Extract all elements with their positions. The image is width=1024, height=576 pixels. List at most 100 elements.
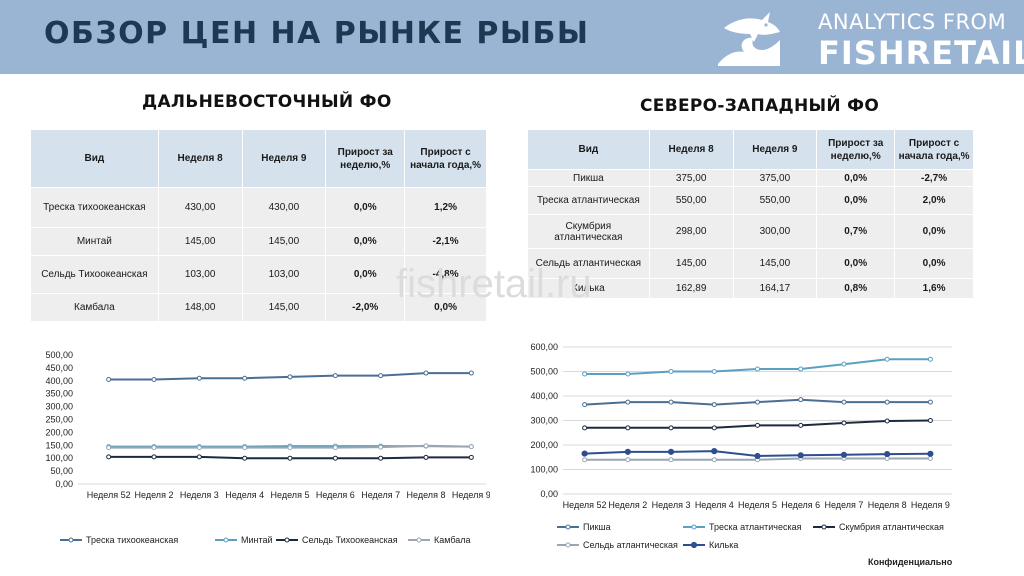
table-header-cell: Прирост за неделю,% (325, 129, 406, 188)
data-point (624, 448, 631, 455)
legend-item: Скумбрия атлантическая (813, 522, 944, 532)
legend-label: Минтай (241, 535, 273, 545)
table-cell: 550,00 (648, 186, 734, 215)
data-point (927, 450, 934, 457)
table-cell: 0,0% (325, 227, 406, 256)
legend-marker (565, 542, 571, 548)
table-cell: 300,00 (732, 214, 818, 249)
line-chart-far-east: 0,00 50,00 100,00 150,00 200,00 250,00 300,00 3… (45, 350, 490, 545)
data-point (927, 356, 933, 362)
x-tick-label: Неделя 3 (180, 490, 219, 500)
y-tick-label: 100,00 (45, 453, 73, 463)
price-table-north-west: Вид Неделя 8 Неделя 9 Прирост за неделю,… (527, 129, 974, 299)
table-header-cell: Прирост с начала года,% (894, 129, 974, 170)
table-cell: 145,00 (157, 227, 243, 256)
table-row: Треска тихоокеанская 430,00 430,00 0,0% … (30, 187, 487, 228)
table-cell: 162,89 (648, 278, 734, 299)
table-cell: 0,8% (816, 278, 896, 299)
y-tick-label: 400,00 (530, 391, 558, 401)
data-point (711, 402, 717, 408)
legend-label: Треска тихоокеанская (86, 535, 178, 545)
y-tick-label: 250,00 (45, 415, 73, 425)
table-cell: 145,00 (241, 227, 327, 256)
data-point (196, 454, 202, 460)
fish-wave-icon (718, 12, 780, 66)
table-cell: 145,00 (241, 293, 327, 322)
table-row: Минтай 145,00 145,00 0,0% -2,1% (30, 227, 487, 256)
table-cell: Скумбрия атлантическая (527, 214, 650, 249)
data-point (841, 399, 847, 405)
legend-marker (565, 524, 571, 530)
y-tick-label: 200,00 (530, 440, 558, 450)
y-tick-label: 400,00 (45, 376, 73, 386)
table-cell: -2,0% (325, 293, 406, 322)
data-point (106, 445, 112, 451)
legend-marker (68, 537, 74, 543)
table-cell: 103,00 (241, 255, 327, 294)
data-point (667, 448, 675, 455)
data-point (582, 457, 588, 463)
data-point (468, 444, 474, 450)
legend-marker (284, 537, 290, 543)
data-point (840, 451, 848, 458)
table-cell: 148,00 (157, 293, 243, 322)
legend-label: Килька (709, 540, 738, 550)
table-cell: -2,1% (404, 227, 487, 256)
data-point (927, 399, 933, 405)
data-point (287, 445, 293, 451)
legend-label: Сельдь Тихоокеанская (302, 535, 398, 545)
y-tick-label: 200,00 (45, 427, 73, 437)
data-point (841, 420, 847, 426)
table-cell: -2,7% (894, 169, 974, 187)
table-cell: Камбала (30, 293, 159, 322)
x-tick-label: Неделя 3 (652, 500, 691, 510)
y-tick-label: 150,00 (45, 440, 73, 450)
table-cell: 0,0% (894, 248, 974, 279)
table-cell: 430,00 (157, 187, 243, 228)
x-tick-label: Неделя 52 (87, 490, 131, 500)
table-header-row: Вид Неделя 8 Неделя 9 Прирост за неделю,… (30, 129, 487, 188)
data-point (242, 445, 248, 451)
region-title-far-east: ДАЛЬНЕВОСТОЧНЫЙ ФО (142, 92, 392, 112)
table-header-cell: Неделя 8 (648, 129, 734, 170)
legend-marker (691, 524, 697, 530)
x-tick-label: Неделя 7 (824, 500, 863, 510)
data-point (196, 375, 202, 381)
header-bar: ОБЗОР ЦЕН НА РЫНКЕ РЫБЫ ANALYTICS FROM F… (0, 0, 1024, 74)
y-tick-label: 0,00 (55, 479, 73, 489)
data-point (287, 455, 293, 461)
data-point (242, 375, 248, 381)
data-point (151, 445, 157, 451)
x-tick-label: Неделя 2 (608, 500, 647, 510)
data-point (798, 422, 804, 428)
table-cell: Минтай (30, 227, 159, 256)
table-cell: Сельдь Тихоокеанская (30, 255, 159, 294)
data-point (755, 366, 760, 372)
table-cell: 0,7% (816, 214, 896, 249)
legend-item: Сельдь атлантическая (557, 540, 678, 550)
legend-label: Сельдь атлантическая (583, 540, 678, 550)
y-tick-label: 600,00 (530, 342, 558, 352)
data-point (423, 370, 429, 376)
data-point (711, 457, 717, 463)
data-point (755, 422, 760, 428)
y-tick-label: 450,00 (45, 363, 73, 373)
x-tick-label: Неделя 6 (781, 500, 820, 510)
table-header-cell: Неделя 8 (157, 129, 243, 188)
table-cell: 1,2% (404, 187, 487, 228)
watermark: fishretail.ru (396, 262, 592, 306)
table-header-cell: Неделя 9 (241, 129, 327, 188)
data-point (625, 457, 631, 463)
data-point (841, 361, 847, 367)
page-title: ОБЗОР ЦЕН НА РЫНКЕ РЫБЫ (44, 16, 590, 51)
data-point (378, 373, 384, 379)
table-cell: 375,00 (732, 169, 818, 187)
table-header-cell: Вид (527, 129, 650, 170)
data-point (711, 369, 717, 374)
data-point (625, 399, 631, 405)
data-point (582, 402, 588, 408)
table-header-cell: Вид (30, 129, 159, 188)
legend-label: Камбала (434, 535, 471, 545)
legend-marker (223, 537, 229, 543)
data-point (668, 369, 674, 374)
